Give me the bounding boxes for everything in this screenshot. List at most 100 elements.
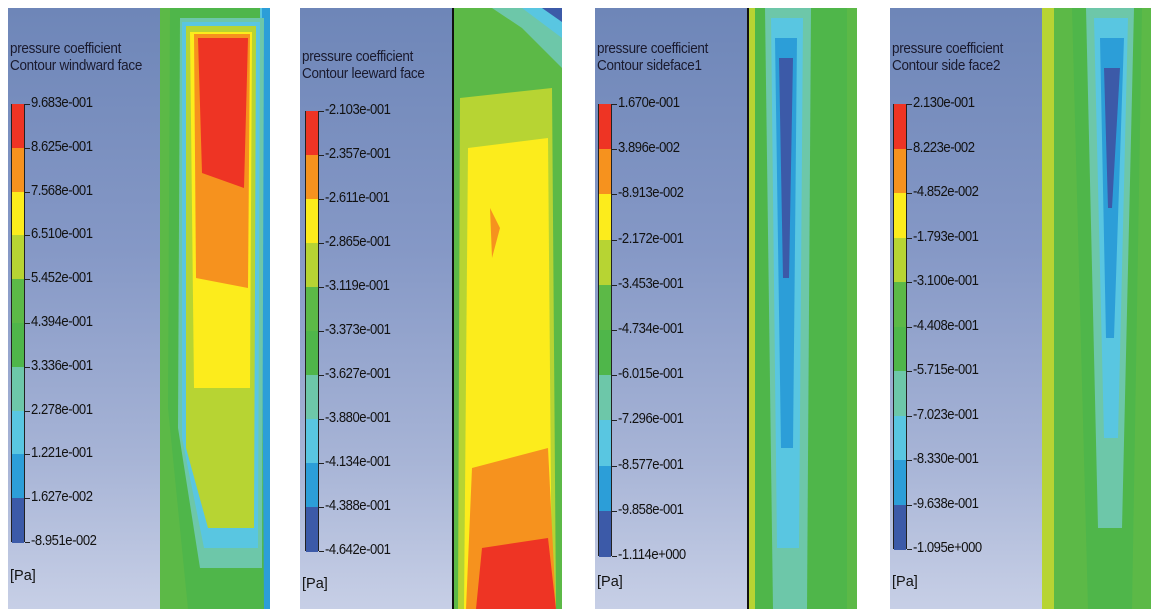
color-swatch: [894, 193, 906, 239]
legend-subtitle: Contour side face2: [892, 58, 1001, 74]
legend-title: pressure coefficient: [10, 41, 122, 57]
color-swatch: [894, 415, 906, 461]
tick-mark: [319, 111, 324, 112]
color-swatch: [306, 419, 318, 464]
legend-subtitle: Contour sideface1: [597, 58, 702, 74]
tick-label: -2.865e-001: [325, 234, 391, 250]
color-bar: [11, 104, 25, 543]
tick-mark: [319, 155, 324, 156]
tick-label: 2.130e-001: [913, 95, 975, 111]
color-bar: [893, 104, 907, 550]
tick-mark: [319, 419, 324, 420]
tick-label: 6.510e-001: [31, 226, 93, 243]
tick-mark: [319, 199, 324, 200]
color-swatch: [12, 366, 24, 412]
tick-mark: [25, 323, 30, 324]
color-swatch: [306, 199, 318, 244]
color-swatch: [894, 460, 906, 506]
tick-label: -4.408e-001: [913, 317, 979, 334]
tick-mark: [907, 371, 912, 372]
tick-mark: [25, 235, 30, 237]
legend-leeward: pressure coefficient Contour leeward fac…: [300, 8, 452, 609]
tick-mark: [25, 191, 30, 193]
tick-label: -7.023e-001: [913, 406, 979, 423]
color-swatch: [306, 331, 318, 376]
tick-label: 8.223e-002: [913, 139, 975, 156]
tick-label: -1.095e+000: [913, 540, 982, 556]
tick-label: -2.611e-001: [325, 190, 390, 206]
color-swatch: [599, 194, 611, 241]
legend-title: pressure coefficient: [597, 41, 709, 57]
tick-label: 4.394e-001: [31, 314, 93, 330]
tick-mark: [25, 147, 30, 149]
tick-mark: [612, 239, 617, 241]
contour-plot-sideface2: [1042, 8, 1151, 609]
color-swatch: [599, 465, 611, 512]
tick-mark: [907, 148, 912, 150]
color-swatch: [599, 239, 611, 286]
color-swatch: [12, 454, 24, 500]
color-swatch: [306, 155, 318, 200]
color-swatch: [306, 507, 318, 552]
color-swatch: [12, 498, 24, 543]
tick-mark: [907, 549, 912, 550]
color-swatch: [894, 104, 906, 150]
tick-mark: [612, 194, 617, 196]
unit-label: [Pa]: [302, 576, 328, 592]
tick-label: -3.880e-001: [325, 410, 391, 426]
tick-mark: [612, 556, 617, 557]
tick-mark: [319, 375, 324, 376]
color-swatch: [12, 147, 24, 193]
tick-mark: [612, 330, 617, 331]
color-swatch: [306, 463, 318, 508]
color-swatch: [894, 148, 906, 194]
tick-mark: [907, 237, 912, 239]
legend-sideface1: pressure coefficient Contour sideface1 […: [595, 8, 747, 609]
color-swatch: [12, 191, 24, 237]
tick-label: -6.015e-001: [618, 366, 684, 383]
color-swatch: [306, 375, 318, 420]
tick-label: -8.913e-002: [618, 185, 684, 202]
tick-label: -4.642e-001: [325, 542, 391, 558]
tick-label: -3.100e-001: [913, 273, 979, 289]
contour-plot-windward: [160, 8, 270, 609]
tick-label: 5.452e-001: [31, 270, 93, 287]
tick-mark: [612, 420, 617, 422]
legend-subtitle: Contour windward face: [10, 58, 143, 74]
color-swatch: [894, 326, 906, 372]
tick-label: -2.357e-001: [325, 146, 391, 162]
tick-label: -4.852e-002: [913, 184, 979, 200]
tick-label: 3.336e-001: [31, 357, 93, 374]
color-swatch: [12, 279, 24, 324]
tick-mark: [319, 507, 324, 508]
tick-mark: [907, 282, 912, 283]
panel-windward: pressure coefficient Contour windward fa…: [8, 8, 270, 609]
panel-sideface2: pressure coefficient Contour side face2 …: [890, 8, 1151, 609]
color-swatch: [306, 111, 318, 156]
panel-sideface1: pressure coefficient Contour sideface1 […: [595, 8, 857, 609]
frame-divider: [747, 8, 749, 609]
tick-label: -4.134e-001: [325, 454, 391, 470]
panel-leeward: pressure coefficient Contour leeward fac…: [300, 8, 562, 609]
tick-label: 8.625e-001: [31, 138, 93, 155]
tick-label: -2.172e-001: [618, 230, 684, 247]
tick-mark: [25, 104, 30, 105]
color-swatch: [599, 420, 611, 467]
tick-label: -9.858e-001: [618, 501, 684, 518]
color-swatch: [599, 375, 611, 422]
color-swatch: [12, 104, 24, 149]
tick-mark: [319, 551, 324, 552]
tick-mark: [25, 366, 30, 368]
tick-label: 3.896e-002: [618, 140, 680, 157]
tick-mark: [319, 287, 324, 288]
unit-label: [Pa]: [597, 574, 623, 590]
tick-mark: [907, 504, 912, 506]
color-swatch: [894, 371, 906, 417]
unit-label: [Pa]: [10, 568, 36, 584]
tick-mark: [907, 104, 912, 105]
tick-label: -8.577e-001: [618, 456, 684, 473]
contour-plot-sideface1: [747, 8, 857, 609]
tick-label: -5.715e-001: [913, 362, 979, 378]
tick-mark: [612, 465, 617, 467]
frame-divider: [452, 8, 454, 609]
